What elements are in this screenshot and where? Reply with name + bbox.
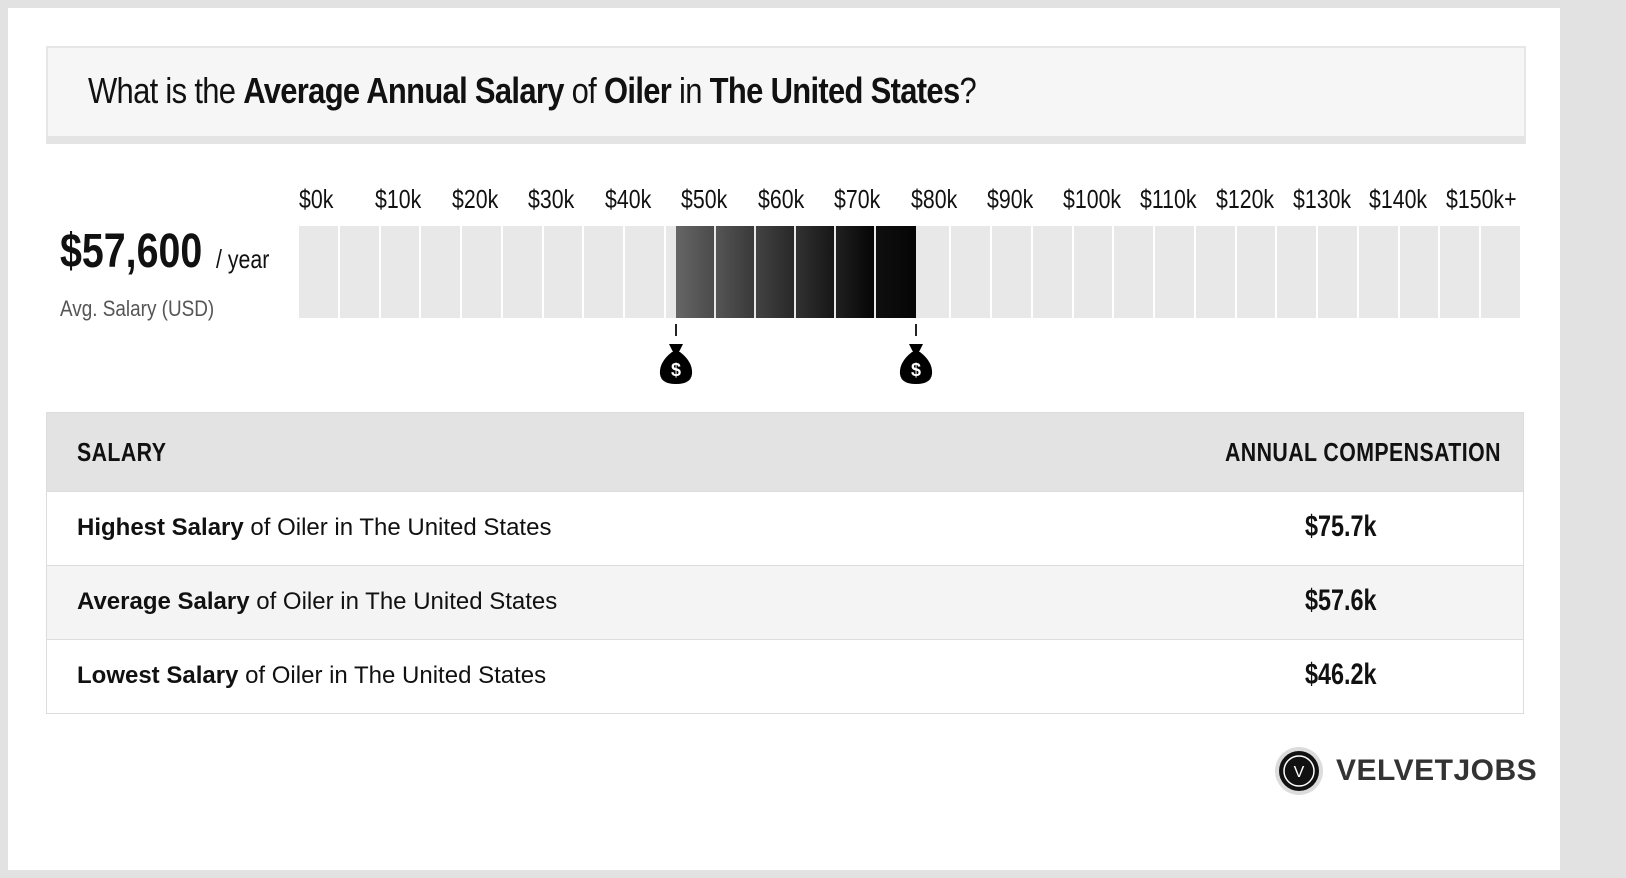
salary-card: What is the Average Annual Salary of Oil… bbox=[8, 8, 1560, 870]
range-highlight-bar bbox=[836, 226, 875, 318]
range-track-segment bbox=[1318, 226, 1357, 318]
range-track-segment bbox=[584, 226, 624, 318]
average-salary-caption: Avg. Salary (USD) bbox=[60, 296, 215, 321]
title-box: What is the Average Annual Salary of Oil… bbox=[46, 46, 1526, 144]
range-track-segment bbox=[462, 226, 501, 318]
table-row: Highest Salary of Oiler in The United St… bbox=[47, 491, 1523, 565]
logo-letter: V bbox=[1294, 764, 1305, 781]
row-label-rest: of Oiler in The United States bbox=[238, 662, 547, 689]
row-label: Lowest Salary of Oiler in The United Sta… bbox=[77, 662, 546, 690]
range-highlight-bar bbox=[755, 226, 794, 318]
column-header-salary: SALARY bbox=[77, 437, 167, 467]
row-label-bold: Lowest Salary bbox=[77, 662, 239, 689]
row-label-bold: Average Salary bbox=[77, 588, 250, 615]
range-track-segment bbox=[1073, 226, 1113, 318]
axis-tick-label: $50k bbox=[681, 184, 728, 214]
range-track-segment bbox=[339, 226, 379, 318]
salary-range-chart: $0k $10k $20k $30k $40k $50k $60k $70k $80k $90k $… bbox=[8, 8, 1560, 408]
range-marker-line bbox=[674, 324, 677, 336]
axis-tick-label: $120k bbox=[1216, 184, 1275, 214]
title-part: ? bbox=[959, 70, 977, 111]
average-salary-value: $57,600 bbox=[60, 225, 203, 278]
axis-tick-label: $140k bbox=[1369, 184, 1428, 214]
table-header: SALARY ANNUAL COMPENSATION bbox=[47, 413, 1523, 491]
axis-tick-label: $40k bbox=[604, 184, 651, 214]
range-track-segment bbox=[421, 226, 461, 318]
axis-tick-label: $70k bbox=[834, 184, 881, 214]
axis-tick-label: $20k bbox=[451, 184, 499, 214]
svg-text:$: $ bbox=[911, 360, 921, 380]
range-track-segment bbox=[1277, 226, 1317, 318]
row-label-rest: of Oiler in The United States bbox=[249, 588, 558, 615]
range-track-segment bbox=[1399, 226, 1439, 318]
range-track-segment bbox=[1236, 226, 1276, 318]
range-highlight-bar bbox=[675, 226, 714, 318]
title-part-bold: Oiler bbox=[604, 70, 672, 111]
axis-tick-label: $110k bbox=[1139, 184, 1197, 214]
row-label-bold: Highest Salary bbox=[77, 514, 244, 541]
range-highlight-bar bbox=[876, 226, 917, 318]
axis-tick-label: $130k bbox=[1292, 184, 1351, 214]
axis-tick-label: $80k bbox=[910, 184, 957, 214]
axis-tick-label: $100k bbox=[1063, 184, 1122, 214]
row-label: Average Salary of Oiler in The United St… bbox=[77, 588, 557, 616]
range-track-segment bbox=[951, 226, 991, 318]
title-part: in bbox=[671, 70, 710, 111]
range-track-segment bbox=[625, 226, 664, 318]
range-marker-line bbox=[915, 324, 918, 336]
range-track-segment bbox=[910, 226, 950, 318]
row-value: $57.6k bbox=[1305, 584, 1377, 617]
title-part: What is the bbox=[88, 70, 244, 111]
row-value: $75.7k bbox=[1305, 510, 1377, 543]
svg-text:$: $ bbox=[671, 360, 681, 380]
range-track-segment bbox=[992, 226, 1031, 318]
table-row: Lowest Salary of Oiler in The United Sta… bbox=[47, 639, 1523, 713]
axis-tick-label: $30k bbox=[528, 184, 575, 214]
range-highlight-bar bbox=[715, 226, 754, 318]
range-track-segment bbox=[1155, 226, 1194, 318]
range-track-segment bbox=[1440, 226, 1480, 318]
axis-tick-label: $90k bbox=[986, 184, 1034, 214]
range-track-segment bbox=[380, 226, 420, 318]
salary-table: SALARY ANNUAL COMPENSATION Highest Salar… bbox=[46, 412, 1524, 714]
range-track-segment bbox=[1032, 226, 1072, 318]
range-track-segment bbox=[1481, 226, 1520, 318]
range-track-segment bbox=[299, 226, 338, 318]
row-label-rest: of Oiler in The United States bbox=[243, 514, 552, 541]
title-part-bold: The United States bbox=[709, 70, 960, 111]
brand-name: VELVETJOBS bbox=[1336, 754, 1538, 787]
average-salary-unit: / year bbox=[216, 244, 270, 274]
axis-tick-label: $60k bbox=[757, 184, 804, 214]
axis-tick-label: $150k+ bbox=[1445, 184, 1517, 214]
range-track-segment bbox=[1114, 226, 1154, 318]
title-part: of bbox=[563, 70, 605, 111]
column-header-compensation: ANNUAL COMPENSATION bbox=[1225, 437, 1501, 467]
range-highlight-bar bbox=[795, 226, 835, 318]
row-value: $46.2k bbox=[1305, 658, 1377, 691]
money-bag-icon: $ bbox=[900, 344, 933, 384]
page-title: What is the Average Annual Salary of Oil… bbox=[88, 70, 977, 112]
money-bag-icon: $ bbox=[659, 344, 692, 384]
row-label: Highest Salary of Oiler in The United St… bbox=[77, 514, 551, 542]
range-track-segment bbox=[1195, 226, 1235, 318]
range-track-segment bbox=[502, 226, 542, 318]
axis-tick-label: $10k bbox=[375, 184, 422, 214]
range-track-segment bbox=[1358, 226, 1398, 318]
table-row: Average Salary of Oiler in The United St… bbox=[47, 565, 1523, 639]
range-track-segment bbox=[543, 226, 583, 318]
axis-tick-label: $0k bbox=[299, 184, 334, 214]
title-part-bold: Average Annual Salary bbox=[243, 70, 564, 111]
velvetjobs-logo-icon: V bbox=[1275, 747, 1323, 795]
